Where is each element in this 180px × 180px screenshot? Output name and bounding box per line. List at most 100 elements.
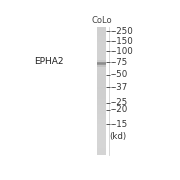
Bar	[97, 57, 106, 58]
Text: EPHA2: EPHA2	[34, 57, 63, 66]
Bar	[97, 108, 106, 109]
Bar	[97, 116, 106, 118]
Bar	[97, 150, 106, 151]
Bar	[97, 111, 106, 112]
Bar	[97, 40, 106, 41]
Bar	[97, 75, 106, 76]
Bar	[97, 66, 106, 68]
Bar	[97, 49, 106, 51]
Bar	[97, 55, 106, 56]
Bar	[97, 39, 106, 40]
Bar	[97, 123, 106, 124]
Bar	[97, 134, 106, 136]
Bar	[97, 105, 106, 106]
Bar	[97, 31, 106, 32]
Bar	[97, 131, 106, 132]
Bar	[97, 93, 106, 94]
Bar	[97, 62, 106, 63]
Bar	[97, 48, 106, 50]
Text: (kd): (kd)	[109, 132, 126, 141]
Bar	[97, 78, 106, 79]
Bar	[97, 81, 106, 82]
Bar	[97, 51, 106, 53]
Bar	[97, 46, 106, 47]
Bar	[97, 73, 106, 74]
Bar	[97, 141, 106, 142]
Bar	[97, 107, 106, 108]
Bar	[97, 42, 106, 43]
Bar	[97, 124, 106, 125]
Bar	[97, 63, 106, 64]
Bar	[97, 129, 106, 130]
Bar	[97, 96, 106, 97]
Bar	[97, 154, 106, 155]
Bar	[97, 142, 106, 143]
Bar	[97, 91, 106, 92]
Bar	[97, 61, 106, 62]
Bar	[97, 113, 106, 114]
Bar	[97, 68, 106, 70]
Bar	[97, 133, 106, 134]
Bar	[97, 62, 106, 65]
Bar	[97, 41, 106, 42]
Bar	[97, 58, 106, 59]
Bar	[97, 65, 106, 66]
Bar	[97, 148, 106, 149]
Bar	[97, 151, 106, 152]
Bar	[97, 77, 106, 78]
Bar	[97, 106, 106, 107]
Bar	[97, 118, 106, 120]
Bar	[97, 146, 106, 147]
Bar	[97, 92, 106, 93]
Bar	[97, 56, 106, 57]
Bar	[97, 98, 106, 99]
Bar	[97, 82, 106, 84]
Bar	[97, 145, 106, 146]
Bar	[97, 38, 106, 39]
Bar	[97, 45, 106, 46]
Bar	[97, 97, 106, 98]
Text: CoLo: CoLo	[91, 16, 112, 25]
Bar	[97, 110, 106, 111]
Bar	[97, 115, 106, 116]
Bar	[97, 130, 106, 131]
Text: --37: --37	[110, 83, 128, 92]
Bar	[97, 37, 106, 38]
Bar	[97, 47, 106, 48]
Bar	[97, 144, 106, 145]
Bar	[97, 135, 106, 137]
Bar	[97, 35, 106, 37]
Bar	[97, 112, 106, 113]
Bar	[97, 54, 106, 55]
Bar	[97, 125, 106, 126]
Bar	[97, 28, 106, 29]
Text: --25: --25	[110, 98, 128, 107]
Bar	[97, 83, 106, 85]
Bar	[97, 53, 106, 54]
Bar	[97, 30, 106, 31]
Text: --150: --150	[110, 37, 133, 46]
Bar	[97, 34, 106, 36]
Bar	[97, 29, 106, 30]
Bar	[97, 114, 106, 115]
Bar	[97, 140, 106, 141]
Bar	[97, 64, 106, 65]
Bar	[97, 67, 106, 69]
Bar	[97, 32, 106, 33]
Bar	[97, 126, 106, 127]
Bar	[97, 132, 106, 133]
Bar	[97, 120, 106, 121]
Bar	[97, 147, 106, 148]
Text: --100: --100	[110, 47, 133, 56]
Bar	[97, 143, 106, 144]
Bar	[97, 88, 106, 89]
Bar	[97, 86, 106, 87]
Text: --15: --15	[110, 120, 128, 129]
Bar	[97, 71, 106, 72]
Bar	[97, 59, 106, 60]
Bar	[97, 101, 106, 103]
Bar	[97, 128, 106, 129]
Bar	[97, 87, 106, 88]
Bar	[97, 103, 106, 105]
Bar	[97, 90, 106, 91]
